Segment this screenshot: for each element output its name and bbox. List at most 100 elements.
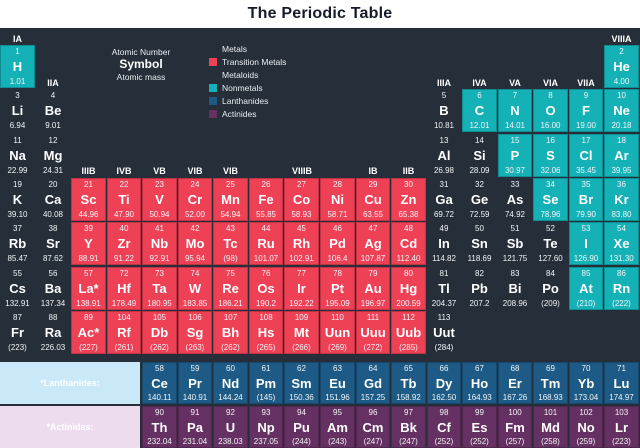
atomic-number: 87 [13,313,22,322]
element-bk: 97 Bk (247) [391,406,426,448]
legend-item-actinide: Actinides [209,107,286,120]
element-ar: 18 Ar 39.95 [604,134,639,177]
element-kr: 36 Kr 83.80 [604,178,639,221]
element-th: 90 Th 232.04 [142,406,177,448]
element-symbol: V [155,192,164,207]
atomic-number: 46 [333,224,342,233]
atomic-number: 75 [226,269,235,278]
atomic-mass: 44.96 [78,210,99,219]
legend-label: Actinides [222,108,257,119]
atomic-mass: (262) [150,343,169,352]
element-cl: 17 Cl 35.45 [569,134,603,177]
element-cf: 98 Cf (252) [427,406,461,448]
element-yb: 70 Yb 173.04 [569,362,603,404]
atomic-mass: 178.49 [111,299,137,308]
element-symbol: Bh [221,325,240,340]
element-te: 52 Te 127.60 [533,222,568,265]
element-u: 92 U 238.03 [213,406,248,448]
atomic-mass: 79.90 [575,210,597,219]
tile-key: Atomic Number Symbol Atomic mass [84,47,198,82]
element-uut: 113 Uut (284) [427,311,461,354]
element-symbol: Fm [505,419,525,435]
element-symbol: Zr [117,236,131,251]
element-mn: 25 Mn 54.94 [213,178,248,221]
atomic-number: 54 [617,224,626,233]
element-symbol: As [506,192,524,207]
element-symbol: No [577,419,595,435]
element-symbol: Uun [324,325,351,340]
element-nd: 60 Nd 144.24 [213,362,248,404]
element-symbol: Hs [257,325,275,340]
element-uub: 112 Uub (285) [391,311,426,354]
atomic-number: 94 [297,408,306,417]
element-symbol: Yb [577,375,595,391]
atomic-mass: (259) [576,437,596,446]
element-cs: 55 Cs 132.91 [0,267,35,310]
atomic-number: 79 [368,269,378,278]
element-sg: 106 Sg (263) [178,311,212,354]
group-header-va-col15: VA [509,78,521,88]
atomic-number: 59 [190,364,200,373]
element-sm: 62 Sm 150.36 [284,362,319,404]
atomic-mass: (263) [185,343,205,352]
atomic-mass: (269) [328,343,347,352]
atomic-mass: (257) [505,437,525,446]
element-symbol: Co [292,192,311,207]
element-symbol: Cr [187,192,203,207]
element-al: 13 Al 26.98 [427,134,461,177]
atomic-number: 26 [261,180,271,189]
atomic-mass: 30.97 [504,166,526,175]
atomic-number: 17 [581,136,591,145]
element-xe: 54 Xe 131.30 [604,222,639,265]
element-symbol: Er [508,375,522,391]
group-header-vib-col7: VIB [222,166,238,176]
atomic-number: 18 [617,136,626,145]
atomic-mass: 190.2 [255,299,277,308]
atomic-number: 37 [13,224,22,233]
atomic-number: 11 [13,136,22,145]
legend-label: Nonmetals [222,82,263,93]
element-symbol: Cu [364,192,382,207]
group-header-vib-col6: VIB [187,166,203,176]
atomic-mass: 106.4 [327,254,348,263]
group-header-iiia-col13: IIIA [436,78,451,88]
atomic-number: 41 [155,224,164,233]
atomic-number: 103 [614,408,629,417]
atomic-number: 45 [297,224,306,233]
metalloid-color-swatch [209,71,217,79]
atomic-number: 83 [510,269,520,278]
atomic-number: 25 [226,180,235,189]
nonmetal-color-swatch [209,83,217,92]
atomic-mass-label: Atomic mass [116,72,166,82]
atomic-number: 44 [261,224,271,233]
atomic-mass: 196.97 [360,299,386,308]
atomic-number: 107 [223,313,238,322]
atomic-number: 36 [617,180,626,189]
atomic-mass: 28.09 [469,166,490,175]
element-symbol: Mo [185,236,205,251]
atomic-number: 97 [404,408,413,417]
element-symbol: Pa [187,419,203,435]
element-symbol: H [12,59,23,74]
element-he: 2 He 4.00 [604,45,639,88]
atomic-mass: 232.04 [147,437,172,446]
element-h: 1 H 1.01 [0,45,35,88]
element-symbol: Uut [433,325,455,340]
atomic-number: 48 [404,224,413,233]
element-symbol: Tl [438,281,450,296]
atomic-mass: 1.01 [9,77,26,86]
atomic-number: 63 [333,364,342,373]
element-pm: 61 Pm (145) [249,362,283,404]
element-symbol: Nb [150,236,169,251]
group-header-via-col16: VIA [542,78,558,88]
atomic-number: 81 [439,269,449,278]
element-nb: 41 Nb 92.91 [142,222,177,265]
atomic-number: 68 [510,364,520,373]
element-hs: 108 Hs (265) [249,311,283,354]
element-symbol: Ac* [77,325,100,340]
atomic-number: 13 [439,136,449,145]
category-legend: Metals Transition Metals Metaloids Nonmetal… [209,42,286,120]
element-ac: 89 Ac* (227) [71,311,106,354]
element-symbol: Nd [221,375,240,391]
atomic-mass: 74.92 [504,210,526,219]
